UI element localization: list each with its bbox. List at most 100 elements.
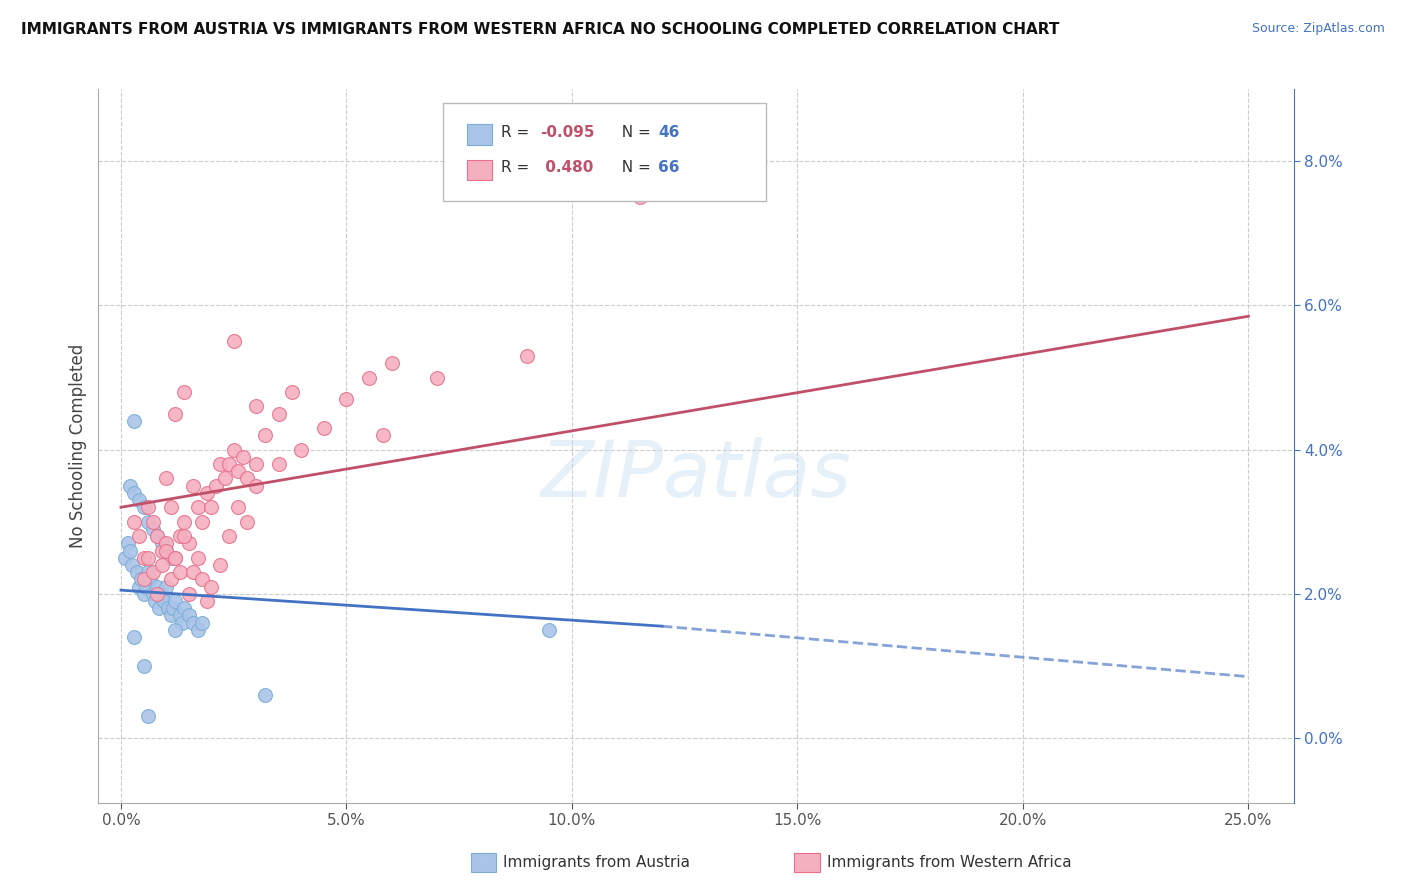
Point (281, 384, 304, 399)
Point (538, 623, 561, 637)
Text: Immigrants from Western Africa: Immigrants from Western Africa (827, 855, 1071, 870)
Point (267, 407, 290, 421)
Point (132, 550, 155, 565)
Point (267, 457, 290, 471)
Point (153, 594, 176, 608)
Point (124, 486, 146, 500)
Point (114, 550, 136, 565)
Point (128, 580, 150, 594)
Point (141, 565, 163, 579)
Point (165, 407, 187, 421)
Point (146, 529, 169, 543)
Point (181, 615, 204, 630)
Point (169, 529, 191, 543)
Point (128, 529, 150, 543)
Point (426, 370, 449, 384)
Point (236, 515, 259, 529)
Point (173, 529, 195, 543)
Point (218, 529, 240, 543)
Point (222, 334, 245, 349)
Point (165, 550, 187, 565)
Point (165, 623, 187, 637)
Point (173, 384, 195, 399)
Point (187, 550, 209, 565)
Point (148, 601, 170, 615)
Point (335, 392, 357, 406)
Point (222, 442, 245, 457)
Point (150, 558, 173, 572)
Point (169, 565, 191, 579)
Point (132, 658, 155, 673)
Point (136, 709, 159, 723)
Point (124, 414, 146, 428)
Point (136, 565, 159, 579)
Point (117, 536, 139, 550)
Point (177, 608, 200, 623)
Point (371, 428, 394, 442)
Y-axis label: No Schooling Completed: No Schooling Completed (69, 344, 87, 548)
Point (159, 608, 181, 623)
Point (135, 580, 157, 594)
Point (191, 615, 214, 630)
Point (226, 500, 249, 515)
Point (191, 572, 214, 586)
Point (195, 486, 218, 500)
Point (177, 587, 200, 601)
Point (139, 572, 162, 586)
Point (118, 478, 141, 492)
Point (121, 558, 143, 572)
Point (204, 478, 226, 492)
Point (155, 543, 177, 558)
Point (200, 500, 222, 515)
Point (226, 464, 249, 478)
Point (124, 630, 146, 644)
Point (150, 587, 173, 601)
Point (357, 370, 380, 384)
Text: R =: R = (501, 125, 534, 139)
Point (209, 457, 232, 471)
Point (628, 190, 651, 204)
Point (150, 536, 173, 550)
Point (380, 356, 402, 370)
Point (128, 493, 150, 508)
Point (195, 594, 218, 608)
Point (159, 550, 181, 565)
Text: 0.480: 0.480 (540, 161, 593, 175)
Point (129, 572, 152, 586)
Text: ZIPatlas: ZIPatlas (540, 436, 852, 513)
Point (143, 594, 166, 608)
Point (132, 500, 155, 515)
Point (155, 580, 177, 594)
Point (141, 515, 163, 529)
Point (173, 515, 195, 529)
Point (141, 587, 163, 601)
Point (245, 400, 267, 414)
Point (254, 428, 277, 442)
Point (218, 457, 240, 471)
Point (169, 608, 191, 623)
Point (187, 623, 209, 637)
Point (209, 558, 232, 572)
Point (516, 349, 538, 363)
Point (165, 550, 187, 565)
Point (177, 536, 200, 550)
Point (162, 601, 184, 615)
Point (155, 471, 177, 485)
Point (181, 565, 204, 579)
Point (181, 478, 204, 492)
Point (312, 421, 335, 435)
Point (236, 471, 259, 485)
Text: Source: ZipAtlas.com: Source: ZipAtlas.com (1251, 22, 1385, 36)
Point (155, 536, 177, 550)
Text: IMMIGRANTS FROM AUSTRIA VS IMMIGRANTS FROM WESTERN AFRICA NO SCHOOLING COMPLETED: IMMIGRANTS FROM AUSTRIA VS IMMIGRANTS FR… (21, 22, 1060, 37)
Point (254, 688, 277, 702)
Point (132, 572, 155, 586)
Point (125, 565, 148, 579)
Text: -0.095: -0.095 (540, 125, 595, 139)
Point (245, 478, 267, 492)
Text: 46: 46 (658, 125, 679, 139)
Text: 66: 66 (658, 161, 679, 175)
Point (146, 580, 169, 594)
Point (136, 500, 159, 515)
Point (150, 543, 173, 558)
